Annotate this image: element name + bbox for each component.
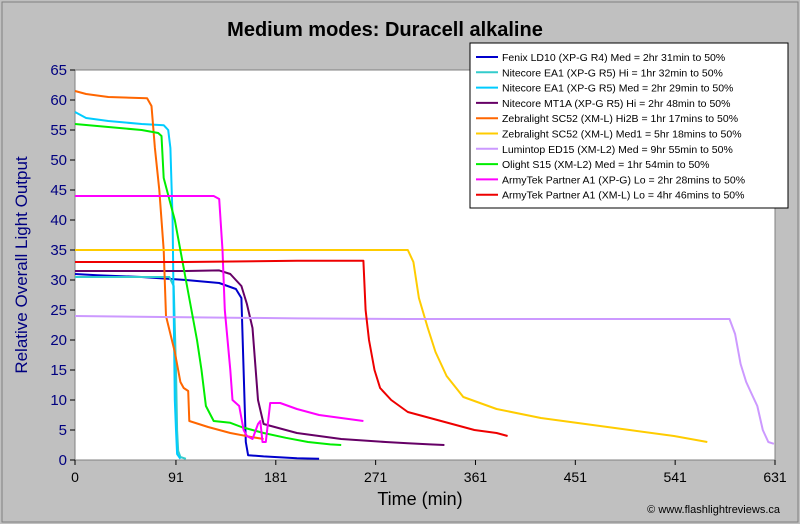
y-tick-label: 65 (50, 62, 67, 79)
y-tick-label: 30 (50, 272, 67, 289)
series-line-9 (75, 195, 364, 443)
y-axis-label: Relative Overall Light Output (12, 156, 31, 374)
y-tick-label: 20 (50, 332, 67, 349)
series-line-10 (75, 259, 508, 437)
y-tick-label: 25 (50, 302, 67, 319)
x-tick-label: 181 (264, 469, 288, 485)
series-line-3 (74, 111, 182, 460)
series-line-6 (75, 249, 708, 443)
y-axis: 0 5 10 15 20 25 30 35 40 45 50 55 60 65 (50, 62, 75, 469)
legend-entry-5: Zebralight SC52 (XM-L) Hi2B = 1hr 17mins… (502, 113, 738, 125)
series-lines (74, 90, 775, 460)
y-tick-label: 35 (50, 242, 67, 259)
legend-box (469, 42, 789, 209)
legend-entry-6: Zebralight SC52 (XM-L) Med1 = 5hr 18mins… (502, 129, 742, 141)
y-tick-label: 50 (50, 152, 67, 169)
x-tick-label: 91 (168, 469, 184, 485)
legend-entry-9: ArmyTek Partner A1 (XP-G) Lo = 2hr 28min… (502, 174, 745, 186)
y-tick-label: 10 (50, 392, 67, 409)
legend-entry-3: Nitecore EA1 (XP-G R5) Med = 2hr 29min t… (502, 83, 733, 95)
legend-entry-4: Nitecore MT1A (XP-G R5) Hi = 2hr 48min t… (502, 98, 730, 110)
series-line-4 (75, 269, 445, 446)
y-tick-label: 40 (50, 212, 67, 229)
y-tick-label: 45 (50, 182, 67, 199)
y-tick-label: 15 (50, 362, 67, 379)
series-line-5 (74, 90, 264, 440)
series-line-8 (74, 123, 342, 446)
credit-text: © www.flashlightreviews.ca (647, 504, 781, 516)
legend-entry-1: Fenix LD10 (XP-G R4) Med = 2hr 31min to … (502, 52, 725, 64)
legend-entry-8: Olight S15 (XM-L2) Med = 1hr 54min to 50… (502, 159, 709, 171)
legend-entry-10: ArmyTek Partner A1 (XM-L) Lo = 4hr 46min… (502, 190, 744, 202)
series-line-7 (74, 315, 775, 445)
x-tick-label: 0 (71, 469, 79, 485)
legend: Fenix LD10 (XP-G R4) Med = 2hr 31min to … (469, 42, 789, 209)
legend-entry-2: Nitecore EA1 (XP-G R5) Hi = 1hr 32min to… (502, 67, 723, 79)
y-tick-label: 5 (59, 422, 67, 439)
y-tick-label: 0 (59, 452, 67, 469)
y-tick-label: 60 (50, 92, 67, 109)
x-tick-label: 541 (663, 469, 687, 485)
x-tick-label: 631 (763, 469, 787, 485)
y-tick-label: 55 (50, 122, 67, 139)
x-axis: 0 91 181 271 361 451 541 631 (71, 460, 787, 485)
legend-entry-7: Lumintop ED15 (XM-L2) Med = 9hr 55min to… (502, 144, 733, 156)
chart-title: Medium modes: Duracell alkaline (227, 19, 543, 41)
x-tick-label: 361 (464, 469, 488, 485)
x-tick-label: 271 (364, 469, 388, 485)
x-axis-label: Time (min) (377, 489, 462, 509)
x-tick-label: 451 (564, 469, 588, 485)
